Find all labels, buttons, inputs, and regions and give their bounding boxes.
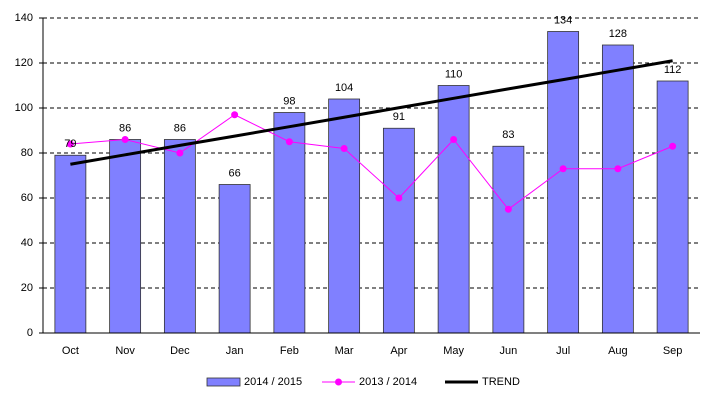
data-label: 104	[335, 82, 353, 94]
x-tick-label: Aug	[608, 345, 628, 357]
data-label: 110	[445, 68, 463, 80]
bar	[656, 80, 689, 334]
x-tick-label: Mar	[335, 345, 354, 357]
x-tick-label: Jan	[226, 345, 244, 357]
x-tick-label: Oct	[62, 345, 79, 357]
line-marker	[231, 111, 239, 119]
x-tick-label: Apr	[390, 345, 407, 357]
data-label: 112	[664, 64, 682, 76]
y-tick-label: 100	[15, 102, 33, 114]
bar	[492, 145, 525, 334]
line-marker	[285, 138, 293, 146]
legend-label: 2013 / 2014	[359, 376, 417, 388]
data-label: 98	[283, 95, 295, 107]
bar	[273, 112, 306, 334]
bar	[109, 139, 142, 334]
data-label: 79	[64, 138, 76, 150]
line-marker	[450, 136, 458, 143]
line-marker	[121, 136, 129, 143]
x-tick-label: Jun	[500, 345, 518, 357]
x-tick-label: May	[443, 345, 464, 357]
legend-label: 2014 / 2015	[244, 376, 302, 388]
y-tick-label: 60	[21, 192, 33, 204]
bar	[328, 98, 361, 334]
line-marker	[559, 165, 567, 173]
data-label: 134	[554, 14, 572, 26]
line-marker	[176, 149, 184, 157]
y-tick-label: 80	[21, 147, 33, 159]
x-tick-label: Nov	[115, 345, 135, 357]
bar	[382, 127, 415, 334]
legend-swatch	[206, 377, 241, 387]
data-label: 83	[502, 129, 514, 141]
bar	[54, 154, 87, 334]
line-series	[70, 114, 673, 210]
x-tick-label: Jul	[556, 345, 570, 357]
bar	[218, 184, 251, 334]
trend-line	[70, 59, 673, 166]
y-tick-label: 140	[15, 12, 33, 24]
y-tick-label: 120	[15, 57, 33, 69]
data-label: 66	[229, 167, 241, 179]
line-marker	[340, 145, 348, 152]
data-label: 86	[119, 122, 131, 134]
line-marker	[669, 142, 677, 150]
bar	[601, 44, 634, 334]
y-tick-label: 40	[21, 237, 33, 249]
bar	[437, 85, 470, 334]
bar	[163, 139, 196, 334]
x-tick-label: Dec	[170, 345, 190, 357]
x-tick-label: Sep	[663, 345, 683, 357]
line-marker	[66, 140, 74, 148]
legend-marker	[335, 378, 342, 386]
legend-label: TREND	[482, 376, 520, 388]
data-label: 91	[393, 111, 405, 123]
data-label: 86	[174, 122, 186, 134]
data-label: 128	[609, 28, 627, 40]
line-marker	[504, 205, 512, 213]
y-tick-label: 20	[21, 282, 33, 294]
line-marker	[395, 194, 403, 202]
line-marker	[614, 165, 622, 173]
x-tick-label: Feb	[280, 345, 299, 357]
y-tick-label: 0	[27, 327, 33, 339]
